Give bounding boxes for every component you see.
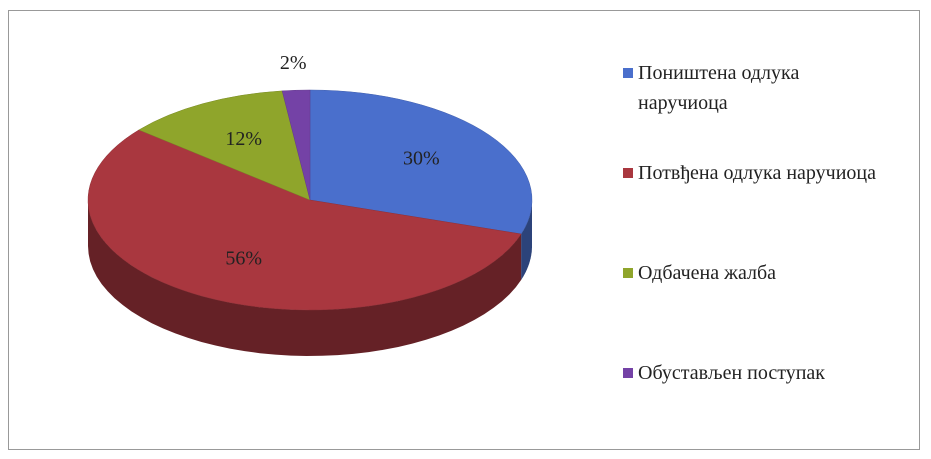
legend-item: Потвђена одлука наручиоца [623,158,888,188]
pie-side [88,200,522,356]
data-label: 30% [403,148,440,170]
pie-slice [87,129,522,311]
legend-item: Одбачена жалба [623,258,888,288]
pie-slice [138,90,311,201]
pie-side [521,200,532,280]
legend-label: Обустављен поступак [638,362,826,384]
legend-item: Обустављен поступак [623,358,888,388]
legend-label: Поништена одлука наручиоца [638,62,800,114]
chart-frame [8,10,920,450]
data-label: 2% [280,52,307,74]
legend-label: Потвђена одлука наручиоца [638,162,877,184]
legend-swatch [623,368,633,378]
legend-swatch [623,168,633,178]
legend-swatch [623,68,633,78]
legend-label: Одбачена жалба [638,262,777,284]
pie-slice [281,89,311,201]
pie-slice [309,89,533,235]
data-label: 12% [225,128,262,150]
legend-swatch [623,268,633,278]
legend-item: Поништена одлука наручиоца [623,58,888,118]
data-label: 56% [225,247,262,269]
